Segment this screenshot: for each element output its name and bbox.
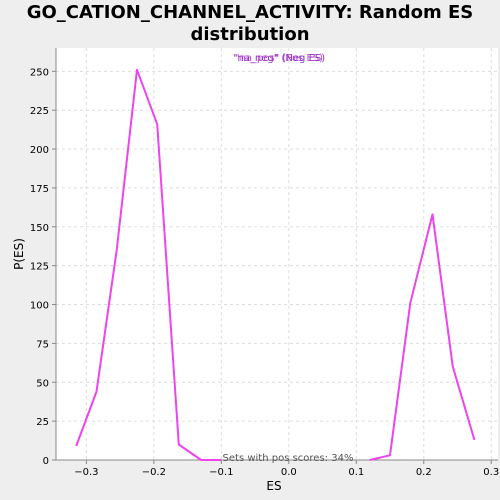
series-line-na_pos <box>369 213 476 461</box>
x-tick-label: 0.0 <box>281 467 297 478</box>
series-line-na_neg <box>75 68 222 461</box>
y-axis-label: P(ES) <box>12 238 26 270</box>
y-tick-label: 50 <box>36 378 49 389</box>
y-tick-label: 0 <box>43 456 49 467</box>
x-tick-label: 0.1 <box>348 467 364 478</box>
y-tick-label: 250 <box>30 67 49 78</box>
axes <box>55 48 498 461</box>
y-tick-label: 75 <box>36 339 49 350</box>
y-tick-label: 150 <box>30 223 49 234</box>
x-tick-label: −0.2 <box>142 467 166 478</box>
legend-entry: "na_neg" (Neg ES) <box>233 53 325 64</box>
y-tick-label: 225 <box>30 106 49 117</box>
chart-title: GO_CATION_CHANNEL_ACTIVITY: Random ES di… <box>26 2 474 45</box>
y-tick-label: 200 <box>30 145 49 156</box>
legend-entry: "na_pos" (Pos ES) <box>235 53 323 64</box>
x-axis-label: ES <box>266 479 281 493</box>
annotation-text: Sets with pos scores: 34% <box>223 453 354 464</box>
x-tick-label: −0.3 <box>74 467 98 478</box>
y-tick-label: 175 <box>30 184 49 195</box>
x-tick-label: 0.3 <box>483 467 499 478</box>
x-tick-label: 0.2 <box>416 467 432 478</box>
grid <box>56 48 498 461</box>
legend: "na_pos" (Pos ES)"na_neg" (Neg ES) <box>233 53 325 64</box>
y-tick-label: 100 <box>30 301 49 312</box>
y-tick-label: 125 <box>30 262 49 273</box>
y-tick-label: 25 <box>36 417 49 428</box>
x-tick-label: −0.1 <box>209 467 233 478</box>
plot-area <box>56 48 498 460</box>
